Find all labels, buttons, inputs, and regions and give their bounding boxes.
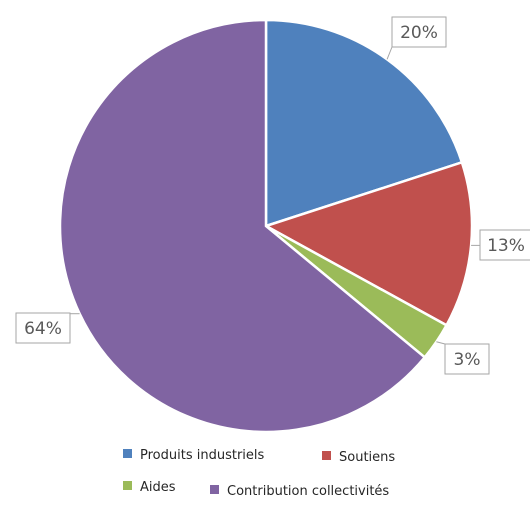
callout-leader-aides bbox=[436, 341, 446, 345]
legend-label-aides: Aides bbox=[140, 480, 176, 495]
legend-swatch-produits-industriels bbox=[123, 449, 132, 458]
callout-leader-produits-industriels bbox=[386, 46, 393, 60]
legend-swatch-soutiens bbox=[322, 451, 331, 460]
legend-swatch-contribution-collectivites bbox=[210, 485, 219, 494]
legend: Produits industriels Soutiens Aides Contrib… bbox=[123, 448, 395, 499]
legend-swatch-aides bbox=[123, 481, 132, 490]
callout-box-soutiens bbox=[479, 229, 530, 261]
data-label-soutiens: 13% bbox=[487, 236, 525, 256]
legend-label-contribution-collectivites: Contribution collectivités bbox=[227, 484, 389, 499]
legend-label-soutiens: Soutiens bbox=[339, 450, 395, 465]
callout-box-contribution-collectivites bbox=[15, 312, 71, 344]
slice-contribution-collectivites bbox=[58, 18, 427, 434]
slice-soutiens bbox=[262, 160, 474, 327]
data-label-produits-industriels: 20% bbox=[400, 23, 438, 43]
data-label-aides: 3% bbox=[454, 350, 481, 370]
callout-labels: 20% 13% 3% 64% bbox=[15, 16, 530, 375]
callout-leaders bbox=[70, 46, 480, 345]
legend-label-produits-industriels: Produits industriels bbox=[140, 448, 265, 463]
data-label-contribution-collectivites: 64% bbox=[24, 319, 62, 339]
callout-box-aides bbox=[444, 343, 490, 375]
pie-slices bbox=[58, 18, 474, 434]
callout-box-produits-industriels bbox=[391, 16, 447, 48]
